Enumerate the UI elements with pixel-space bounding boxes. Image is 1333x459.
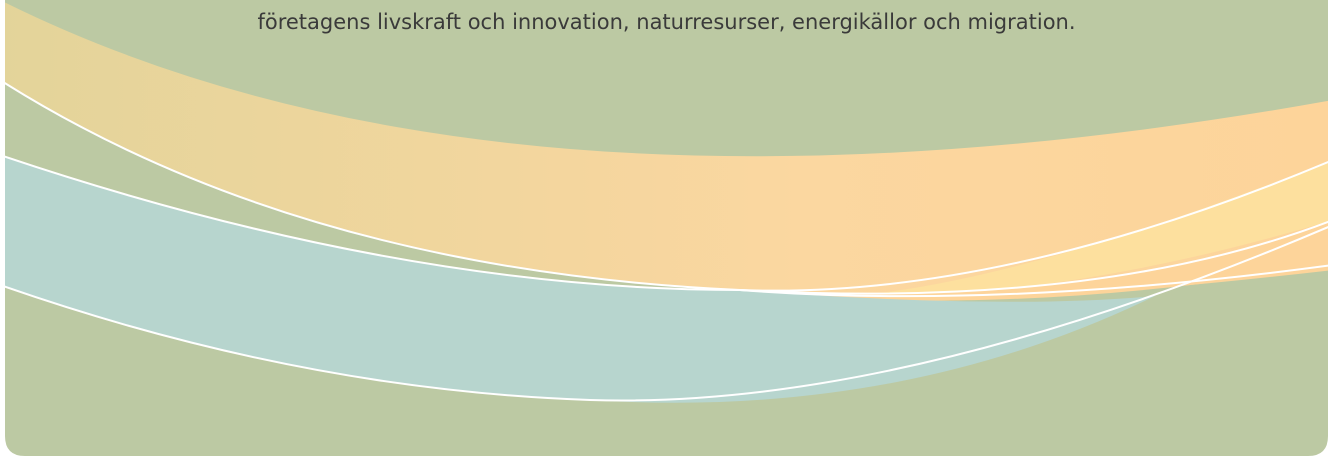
page: företagens livskraft och innovation, nat… (0, 0, 1333, 459)
wave-art (0, 0, 1333, 459)
caption: företagens livskraft och innovation, nat… (0, 10, 1333, 34)
bands (0, 0, 1333, 459)
